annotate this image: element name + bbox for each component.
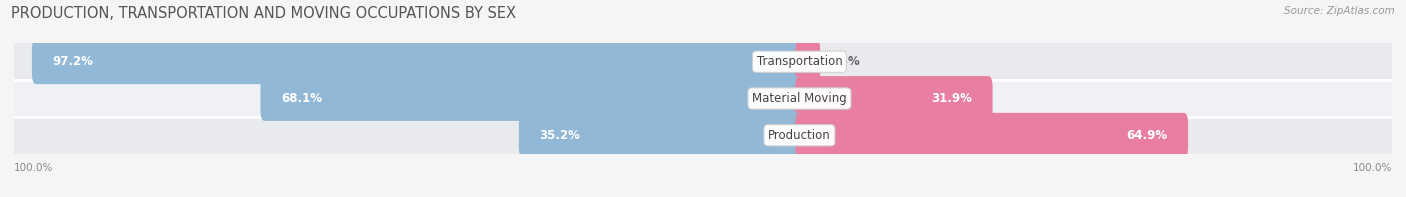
FancyBboxPatch shape: [260, 76, 804, 121]
Text: Source: ZipAtlas.com: Source: ZipAtlas.com: [1284, 6, 1395, 16]
Text: 64.9%: 64.9%: [1126, 129, 1167, 142]
Text: 31.9%: 31.9%: [931, 92, 972, 105]
Text: Transportation: Transportation: [756, 55, 842, 68]
Text: 68.1%: 68.1%: [281, 92, 322, 105]
FancyBboxPatch shape: [32, 39, 804, 84]
FancyBboxPatch shape: [796, 76, 993, 121]
Text: Production: Production: [768, 129, 831, 142]
Text: 100.0%: 100.0%: [14, 163, 53, 173]
Bar: [14, 43, 1392, 80]
Bar: [14, 80, 1392, 117]
Text: 2.8%: 2.8%: [827, 55, 860, 68]
FancyBboxPatch shape: [796, 39, 820, 84]
Text: 35.2%: 35.2%: [540, 129, 581, 142]
Text: Material Moving: Material Moving: [752, 92, 846, 105]
Text: 97.2%: 97.2%: [52, 55, 93, 68]
Legend: Male, Female: Male, Female: [641, 194, 765, 197]
Bar: [14, 117, 1392, 154]
Text: 100.0%: 100.0%: [1353, 163, 1392, 173]
Text: PRODUCTION, TRANSPORTATION AND MOVING OCCUPATIONS BY SEX: PRODUCTION, TRANSPORTATION AND MOVING OC…: [11, 6, 516, 21]
FancyBboxPatch shape: [796, 113, 1188, 158]
FancyBboxPatch shape: [519, 113, 804, 158]
